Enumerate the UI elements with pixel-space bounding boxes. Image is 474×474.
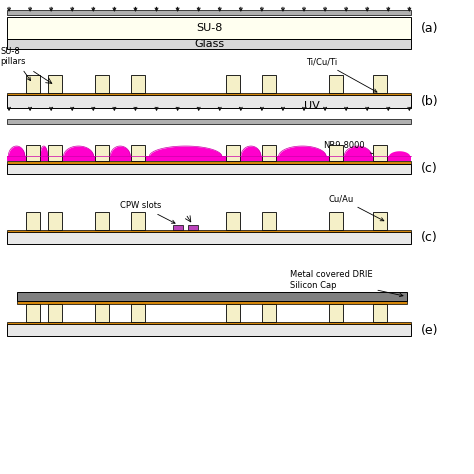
Bar	[329, 75, 343, 92]
Text: UV: UV	[304, 101, 320, 111]
Bar	[26, 146, 40, 161]
Bar	[8, 17, 411, 39]
Bar	[373, 304, 387, 322]
Bar	[8, 164, 411, 174]
Bar	[262, 304, 276, 322]
Bar	[262, 212, 276, 230]
Bar	[18, 292, 407, 301]
Text: (c): (c)	[420, 163, 437, 175]
Bar	[8, 92, 411, 95]
Bar	[8, 119, 411, 124]
Bar	[26, 75, 40, 92]
Bar	[131, 304, 145, 322]
Bar	[95, 146, 109, 161]
Bar	[329, 146, 343, 161]
Bar	[262, 146, 276, 161]
Bar	[262, 75, 276, 92]
Bar	[8, 10, 411, 15]
Bar	[48, 212, 62, 230]
Bar	[8, 161, 411, 164]
Text: (e): (e)	[420, 324, 438, 337]
Bar	[226, 75, 240, 92]
Bar	[226, 146, 240, 161]
Bar	[8, 156, 411, 161]
Bar	[188, 225, 198, 230]
Bar	[329, 304, 343, 322]
Bar	[226, 304, 240, 322]
Bar	[8, 230, 411, 232]
Bar	[8, 232, 411, 244]
Text: (a): (a)	[420, 22, 438, 35]
Bar	[329, 212, 343, 230]
Bar	[131, 212, 145, 230]
Text: Cu/Au: Cu/Au	[329, 194, 384, 221]
Bar	[48, 146, 62, 161]
Text: (b): (b)	[420, 95, 438, 109]
Bar	[26, 304, 40, 322]
Bar	[95, 304, 109, 322]
Bar	[131, 146, 145, 161]
Text: NR9-8000: NR9-8000	[323, 141, 386, 158]
Bar	[26, 212, 40, 230]
Bar	[8, 95, 411, 109]
Bar	[373, 146, 387, 161]
Text: Glass: Glass	[194, 39, 224, 49]
Bar	[373, 75, 387, 92]
Bar	[48, 304, 62, 322]
Text: SU-8: SU-8	[196, 23, 222, 33]
Bar	[18, 301, 407, 304]
Bar	[8, 39, 411, 49]
Text: CPW slots: CPW slots	[120, 201, 175, 223]
Bar	[8, 324, 411, 336]
Bar	[8, 322, 411, 324]
Bar	[95, 75, 109, 92]
Bar	[373, 212, 387, 230]
Text: Ti/Cu/Ti: Ti/Cu/Ti	[307, 57, 377, 92]
Bar	[226, 212, 240, 230]
Bar	[131, 75, 145, 92]
Bar	[95, 212, 109, 230]
Text: SU-8
pillars: SU-8 pillars	[0, 47, 30, 81]
Text: Metal covered DRIE
Silicon Cap: Metal covered DRIE Silicon Cap	[290, 270, 403, 297]
Bar	[173, 225, 183, 230]
Text: (c): (c)	[420, 231, 437, 245]
Bar	[48, 75, 62, 92]
